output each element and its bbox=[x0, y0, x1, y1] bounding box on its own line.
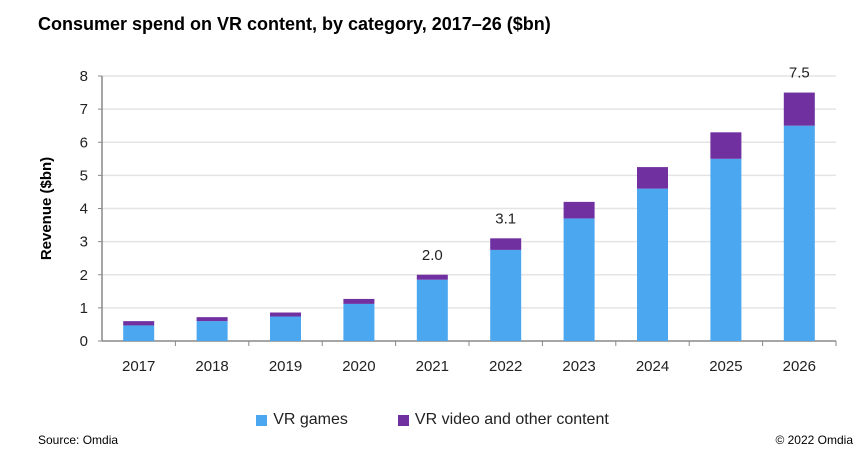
data-label: 2.0 bbox=[422, 247, 443, 264]
bar-vr-games bbox=[637, 188, 668, 341]
x-tick-label: 2024 bbox=[636, 358, 669, 375]
x-tick-label: 2022 bbox=[489, 358, 522, 375]
bar-vr-video bbox=[783, 92, 815, 126]
bar-vr-video bbox=[123, 321, 155, 326]
bar-vr-video bbox=[416, 274, 448, 280]
x-tick-label: 2026 bbox=[783, 358, 816, 375]
y-tick-label: 6 bbox=[80, 134, 88, 151]
bar-vr-games bbox=[783, 125, 815, 341]
x-tick-label: 2025 bbox=[709, 358, 742, 375]
x-tick-label: 2019 bbox=[269, 358, 302, 375]
y-tick-label: 4 bbox=[80, 201, 88, 218]
x-tick-label: 2021 bbox=[416, 358, 449, 375]
bar-vr-games bbox=[563, 218, 595, 341]
legend-label: VR games bbox=[273, 411, 348, 428]
y-tick-label: 8 bbox=[80, 68, 88, 85]
y-tick-label: 1 bbox=[80, 300, 88, 317]
bar-vr-games bbox=[343, 303, 375, 341]
y-tick-label: 7 bbox=[80, 101, 88, 118]
bar-vr-video bbox=[490, 238, 522, 250]
bar-vr-video bbox=[637, 167, 668, 189]
bar-vr-video bbox=[196, 317, 228, 322]
bar-vr-video bbox=[563, 201, 595, 219]
y-tick-label: 3 bbox=[80, 234, 88, 251]
bar-vr-games bbox=[123, 325, 155, 341]
legend-swatch-games bbox=[256, 414, 268, 426]
y-axis-label: Revenue ($bn) bbox=[38, 157, 55, 260]
copyright-note: © 2022 Omdia bbox=[775, 433, 853, 447]
x-tick-label: 2018 bbox=[195, 358, 228, 375]
x-tick-label: 2020 bbox=[342, 358, 375, 375]
x-tick-label: 2017 bbox=[122, 358, 155, 375]
source-note: Source: Omdia bbox=[38, 433, 119, 447]
x-tick-label: 2023 bbox=[562, 358, 595, 375]
chart-title: Consumer spend on VR content, by categor… bbox=[38, 14, 551, 34]
y-tick-label: 0 bbox=[80, 333, 88, 350]
bar-vr-video bbox=[270, 312, 301, 317]
bar-vr-video bbox=[710, 132, 742, 159]
bar-vr-games bbox=[490, 249, 522, 341]
legend-label: VR video and other content bbox=[414, 411, 609, 428]
data-label: 3.1 bbox=[495, 210, 516, 227]
legend-item-vr-video: VR video and other content bbox=[397, 411, 609, 429]
y-tick-label: 5 bbox=[80, 167, 88, 184]
bar-vr-games bbox=[270, 316, 301, 341]
legend: VR games VR video and other content bbox=[0, 411, 865, 429]
bar-vr-games bbox=[416, 279, 448, 341]
y-tick-label: 2 bbox=[80, 267, 88, 284]
data-label: 7.5 bbox=[789, 65, 810, 82]
bar-vr-games bbox=[196, 321, 228, 341]
legend-swatch-video bbox=[397, 414, 409, 426]
bar-vr-video bbox=[343, 298, 375, 304]
legend-item-vr-games: VR games bbox=[256, 411, 348, 429]
bar-vr-games bbox=[710, 158, 742, 341]
